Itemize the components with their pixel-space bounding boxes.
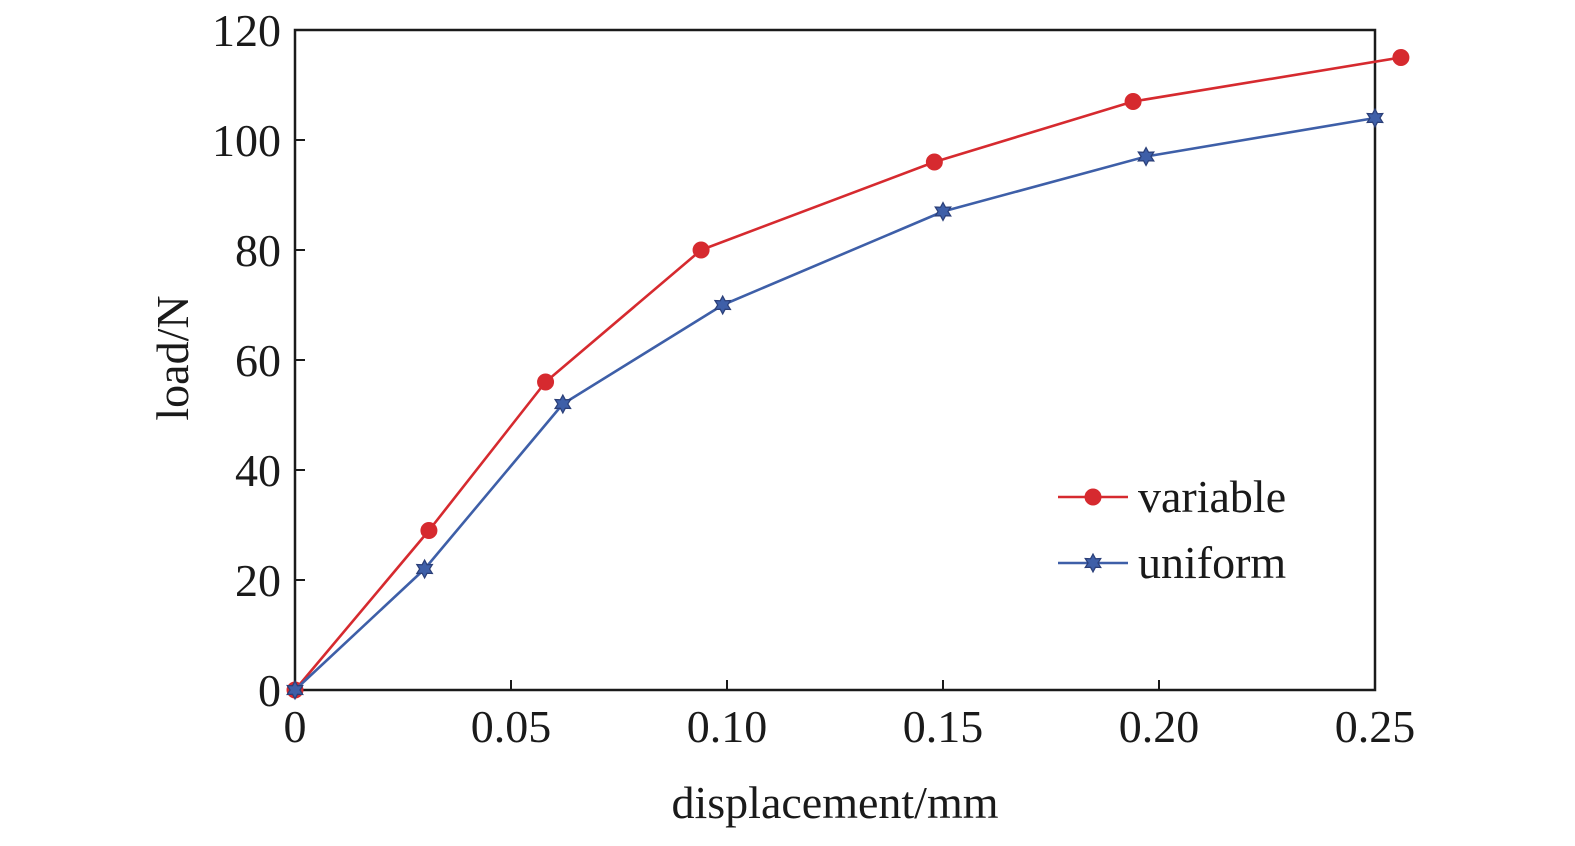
y-axis-title: load/N [147, 295, 198, 420]
y-tick-label: 40 [235, 445, 281, 496]
legend-marker [1084, 488, 1102, 506]
x-tick-label: 0.20 [1119, 701, 1200, 752]
data-point-uniform [1137, 146, 1155, 167]
legend-label: uniform [1138, 537, 1286, 588]
data-point-uniform [934, 201, 952, 222]
x-axis-title: displacement/mm [671, 777, 998, 828]
x-tick-label: 0 [284, 701, 307, 752]
series-layer [286, 49, 1410, 701]
y-tick-label: 120 [212, 5, 281, 56]
legend-item-uniform: uniform [1058, 537, 1286, 588]
data-point-uniform [713, 294, 732, 316]
series-variable [286, 49, 1410, 699]
x-tick-label: 0.10 [687, 701, 768, 752]
data-point-variable [420, 522, 438, 539]
data-point-uniform [553, 393, 572, 415]
data-point-variable [692, 241, 710, 259]
data-point-uniform [286, 679, 304, 701]
y-tick-label: 60 [235, 335, 281, 386]
legend-item-variable: variable [1058, 471, 1286, 522]
y-tick-label: 100 [212, 115, 281, 166]
plot-frame [293, 28, 1377, 692]
data-point-variable [537, 373, 555, 391]
legend-marker [1084, 552, 1102, 574]
data-point-variable [1124, 93, 1142, 110]
data-point-uniform [415, 558, 434, 580]
legend-label: variable [1138, 471, 1286, 522]
data-point-variable [1392, 49, 1410, 66]
x-tick-label: 0.25 [1335, 701, 1416, 752]
legend: variable uniform [1058, 471, 1286, 588]
x-tick-label: 0.05 [471, 701, 552, 752]
series-line-uniform [294, 116, 1376, 691]
y-tick-label: 0 [258, 665, 281, 716]
axes [293, 28, 1377, 692]
x-tick-label: 0.15 [903, 701, 984, 752]
data-point-variable [925, 153, 943, 171]
y-tick-label: 80 [235, 225, 281, 276]
series-uniform [286, 107, 1384, 701]
y-tick-label: 20 [235, 555, 281, 606]
data-point-uniform [1366, 107, 1384, 129]
series-line-variable [294, 56, 1402, 691]
ticks: 0 0.05 0.10 0.15 0.20 0.25 0 20 40 60 80 100 120 [212, 5, 1415, 752]
